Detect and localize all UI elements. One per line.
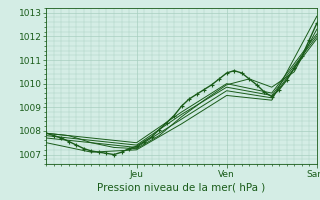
X-axis label: Pression niveau de la mer( hPa ): Pression niveau de la mer( hPa ) [98, 183, 266, 193]
